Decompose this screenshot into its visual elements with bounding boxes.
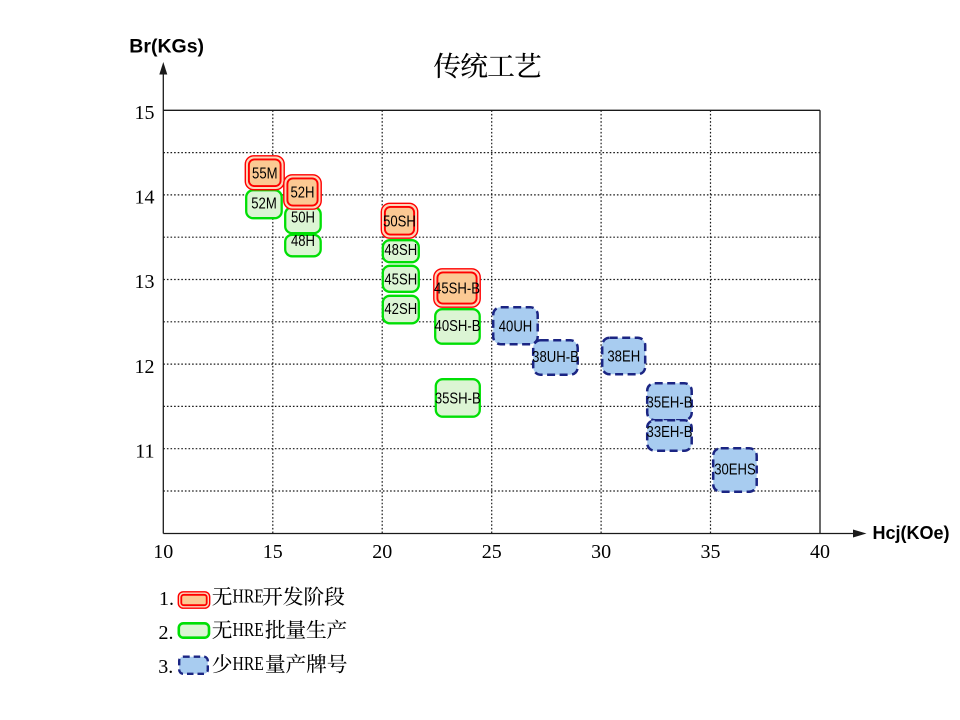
svg-text:Hcj(KOe): Hcj(KOe) (873, 523, 950, 543)
svg-text:15: 15 (263, 541, 283, 563)
svg-text:HRE: HRE (233, 652, 264, 674)
svg-text:11: 11 (135, 440, 154, 462)
svg-text:33EH-B: 33EH-B (647, 424, 693, 441)
svg-text:14: 14 (135, 187, 155, 209)
svg-text:50H: 50H (291, 209, 315, 226)
svg-text:45SH-B: 45SH-B (434, 281, 480, 298)
svg-text:15: 15 (135, 102, 155, 124)
svg-text:3.: 3. (158, 656, 173, 678)
svg-text:52H: 52H (290, 185, 314, 202)
svg-text:1.: 1. (159, 588, 174, 610)
svg-text:50SH: 50SH (383, 213, 416, 230)
svg-text:40UH: 40UH (499, 318, 533, 335)
svg-text:55M: 55M (252, 165, 278, 182)
svg-text:12: 12 (135, 356, 155, 378)
svg-text:38UH-B: 38UH-B (532, 349, 579, 366)
svg-text:48SH: 48SH (384, 242, 417, 259)
svg-text:30: 30 (591, 541, 611, 563)
svg-text:35: 35 (701, 541, 721, 563)
svg-text:20: 20 (372, 541, 392, 563)
svg-text:25: 25 (482, 541, 502, 563)
svg-text:HRE: HRE (233, 618, 264, 640)
svg-text:HRE: HRE (233, 585, 264, 607)
svg-text:48H: 48H (291, 233, 315, 250)
svg-text:45SH: 45SH (384, 271, 417, 288)
svg-text:52M: 52M (251, 195, 277, 212)
svg-text:40SH-B: 40SH-B (435, 318, 481, 335)
svg-text:42SH: 42SH (384, 301, 417, 318)
svg-text:35SH-B: 35SH-B (435, 391, 481, 408)
svg-text:35EH-B: 35EH-B (647, 394, 693, 411)
svg-text:2.: 2. (159, 622, 174, 644)
svg-text:30EHS: 30EHS (714, 462, 756, 479)
svg-text:38EH: 38EH (607, 349, 640, 366)
svg-text:13: 13 (135, 271, 155, 293)
svg-text:10: 10 (153, 541, 173, 563)
svg-text:Br(KGs): Br(KGs) (129, 35, 204, 57)
svg-text:40: 40 (810, 541, 830, 563)
